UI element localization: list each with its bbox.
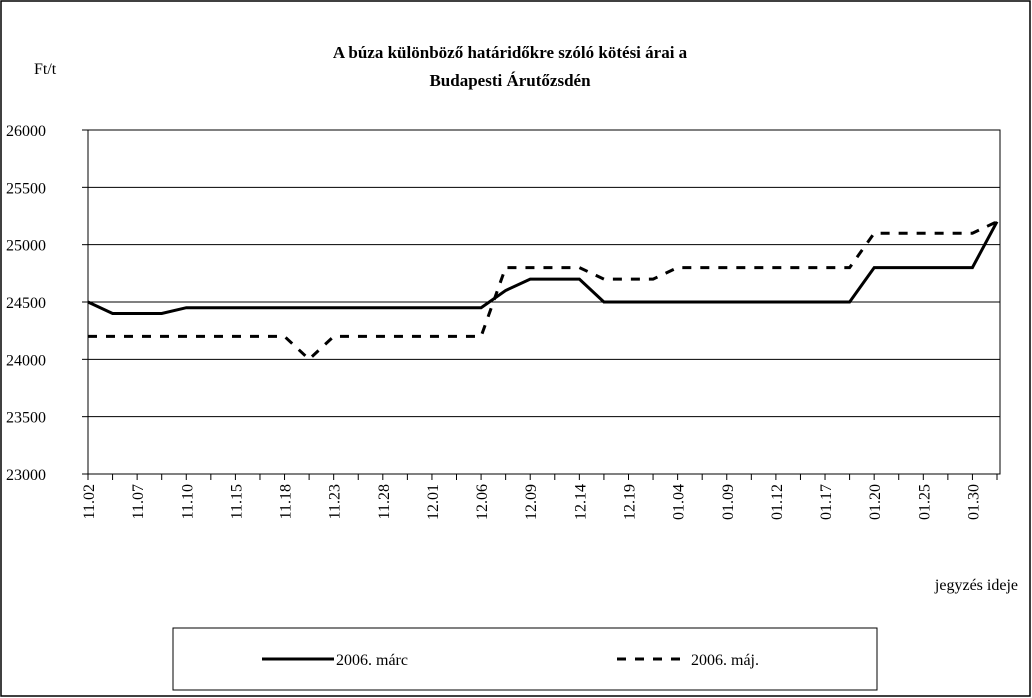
series-line bbox=[87, 220, 999, 315]
x-tick-label: 12.14 bbox=[572, 484, 589, 520]
x-axis-label: jegyzés ideje bbox=[934, 577, 1018, 594]
y-tick-label: 25500 bbox=[6, 180, 46, 197]
x-tick-label: 01.09 bbox=[720, 484, 737, 520]
legend-label: 2006. máj. bbox=[691, 652, 759, 669]
y-tick-label: 23500 bbox=[6, 410, 46, 427]
legend-label: 2006. márc bbox=[336, 652, 408, 669]
series-line bbox=[88, 220, 998, 362]
x-tick-label: 01.12 bbox=[769, 484, 786, 520]
x-tick-label: 11.07 bbox=[130, 484, 147, 519]
x-tick-label: 01.20 bbox=[867, 484, 884, 520]
x-tick-label: 11.15 bbox=[228, 484, 245, 519]
y-tick-label: 25000 bbox=[6, 238, 46, 255]
y-tick-label: 26000 bbox=[6, 123, 46, 140]
x-tick-label: 11.28 bbox=[376, 484, 393, 519]
y-tick-label: 24000 bbox=[6, 352, 46, 369]
y-axis-label: Ft/t bbox=[34, 61, 57, 78]
x-tick-label: 11.10 bbox=[179, 484, 196, 519]
x-tick-label: 12.06 bbox=[474, 484, 491, 520]
x-tick-label: 12.01 bbox=[425, 484, 442, 520]
x-tick-label: 12.09 bbox=[523, 484, 540, 520]
x-tick-label: 01.17 bbox=[818, 484, 835, 520]
chart-subtitle: Budapesti Árutőzsdén bbox=[429, 71, 591, 90]
x-tick-label: 01.04 bbox=[671, 484, 688, 520]
x-tick-label: 11.18 bbox=[278, 484, 295, 519]
x-tick-label: 12.19 bbox=[621, 484, 638, 520]
chart-title: A búza különböző határidőkre szóló kötés… bbox=[333, 43, 688, 62]
y-tick-label: 23000 bbox=[6, 467, 46, 484]
x-tick-label: 11.23 bbox=[327, 484, 344, 519]
y-tick-label: 24500 bbox=[6, 295, 46, 312]
x-tick-label: 11.02 bbox=[81, 484, 98, 519]
x-tick-label: 01.25 bbox=[916, 484, 933, 520]
x-tick-label: 01.30 bbox=[965, 484, 982, 520]
